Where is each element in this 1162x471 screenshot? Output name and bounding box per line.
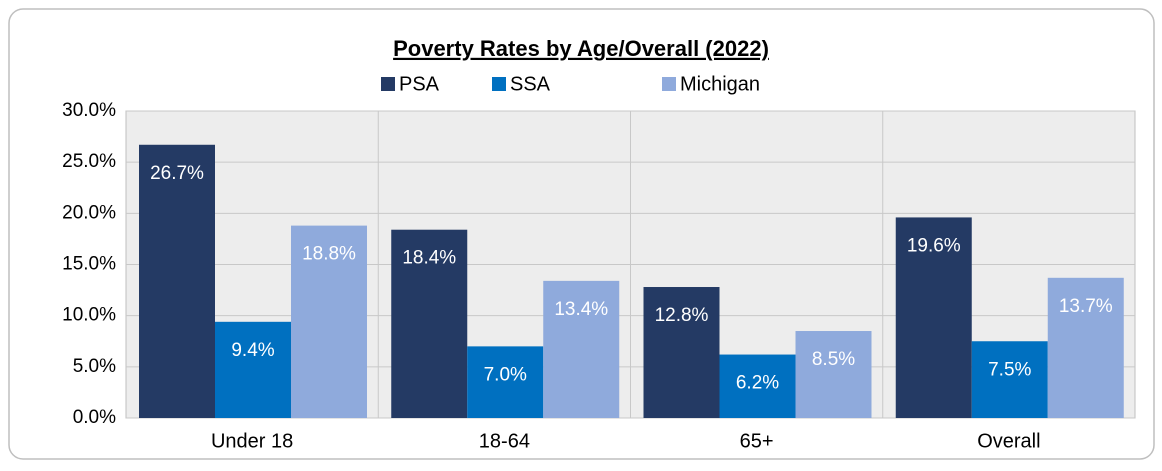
legend-swatch: [662, 77, 676, 91]
y-tick-label: 30.0%: [62, 100, 116, 121]
value-label: 13.4%: [554, 299, 608, 320]
bar: [215, 321, 291, 418]
legend-label: SSA: [510, 73, 551, 95]
y-tick-label: 10.0%: [62, 305, 116, 326]
x-tick-label: Overall: [977, 430, 1040, 452]
legend-swatch: [381, 77, 395, 91]
x-tick-label: Under 18: [211, 430, 293, 452]
value-label: 8.5%: [812, 349, 855, 370]
legend-swatch: [492, 77, 506, 91]
bar: [1047, 277, 1124, 418]
bar: [467, 346, 544, 418]
chart-title: Poverty Rates by Age/Overall (2022): [393, 36, 769, 61]
bar: [139, 144, 215, 418]
bar: [971, 341, 1048, 418]
x-tick-label: 18-64: [479, 430, 530, 452]
value-label: 19.6%: [907, 235, 961, 256]
value-label: 12.8%: [655, 305, 709, 326]
value-label: 9.4%: [231, 340, 274, 361]
legend-label: Michigan: [680, 73, 760, 95]
y-tick-label: 25.0%: [62, 151, 116, 172]
value-label: 7.5%: [988, 359, 1031, 380]
y-tick-label: 5.0%: [73, 356, 116, 377]
value-label: 7.0%: [484, 364, 527, 385]
bar: [795, 331, 872, 418]
value-label: 13.7%: [1059, 296, 1113, 317]
y-tick-label: 20.0%: [62, 202, 116, 223]
bar: [391, 229, 468, 418]
legend-label: PSA: [399, 73, 440, 95]
bar: [643, 287, 720, 418]
bar: [291, 225, 367, 418]
value-label: 18.4%: [402, 248, 456, 269]
x-tick-label: 65+: [740, 430, 774, 452]
value-label: 26.7%: [150, 163, 204, 184]
bar: [543, 280, 620, 418]
bar: [895, 217, 972, 418]
value-label: 18.8%: [302, 244, 356, 265]
value-label: 6.2%: [736, 373, 779, 394]
bar: [719, 354, 796, 418]
y-tick-label: 15.0%: [62, 254, 116, 275]
y-tick-label: 0.0%: [73, 407, 116, 428]
